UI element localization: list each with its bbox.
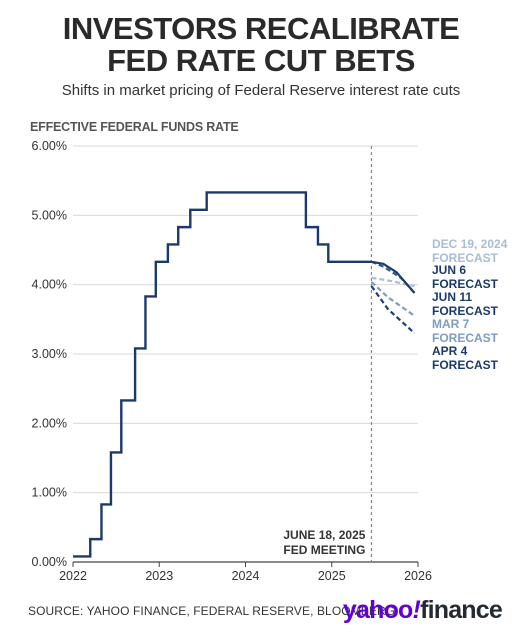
logo-exclamation: ! bbox=[412, 596, 421, 624]
logo-yahoo: yahoo bbox=[342, 596, 413, 624]
legend-label: FORECAST bbox=[432, 358, 499, 372]
y-tick-label: 2.00% bbox=[32, 416, 67, 430]
legend-label: FORECAST bbox=[432, 304, 499, 318]
chart-title-line-2: FED RATE CUT BETS bbox=[107, 43, 415, 78]
y-tick-label: 3.00% bbox=[32, 347, 67, 361]
legend-label: FORECAST bbox=[432, 331, 499, 345]
legend-label: JUN 6 bbox=[432, 263, 466, 277]
x-tick-label: 2025 bbox=[318, 569, 346, 583]
y-tick-label: 5.00% bbox=[32, 208, 67, 222]
rate-history-line bbox=[73, 191, 372, 558]
y-tick-label: 0.00% bbox=[32, 555, 67, 569]
y-axis-label: EFFECTIVE FEDERAL FUNDS RATE bbox=[30, 120, 239, 134]
x-tick-label: 2023 bbox=[145, 569, 173, 583]
x-tick-label: 2022 bbox=[59, 569, 87, 583]
x-tick-label: 2026 bbox=[404, 569, 432, 583]
jun-6-forecast-line bbox=[371, 260, 416, 294]
chart-title-line-1: INVESTORS RECALIBRATE bbox=[62, 11, 460, 46]
y-tick-label: 4.00% bbox=[32, 278, 67, 292]
legend-label: DEC 19, 2024 bbox=[432, 237, 508, 251]
y-tick-label: 1.00% bbox=[32, 486, 67, 500]
fed-meeting-date-label: JUNE 18, 2025 bbox=[283, 528, 365, 542]
chart-subtitle: Shifts in market pricing of Federal Rese… bbox=[61, 82, 461, 99]
mar-7-forecast-line bbox=[370, 281, 416, 317]
logo-finance: finance bbox=[420, 596, 503, 624]
legend-label: FORECAST bbox=[432, 277, 499, 291]
y-tick-label: 6.00% bbox=[32, 139, 67, 153]
x-tick-label: 2024 bbox=[232, 569, 260, 583]
apr-4-forecast-line bbox=[370, 285, 416, 335]
legend-label: JUN 11 bbox=[432, 290, 472, 304]
yahoo-finance-logo: yahoo!finance bbox=[342, 596, 503, 625]
legend-label: MAR 7 bbox=[432, 317, 470, 331]
legend-label: APR 4 bbox=[432, 344, 468, 358]
source-footer: SOURCE: YAHOO FINANCE, FEDERAL RESERVE, … bbox=[28, 604, 396, 618]
fed-meeting-label: FED MEETING bbox=[283, 543, 365, 557]
legend-label: FORECAST bbox=[432, 251, 499, 265]
